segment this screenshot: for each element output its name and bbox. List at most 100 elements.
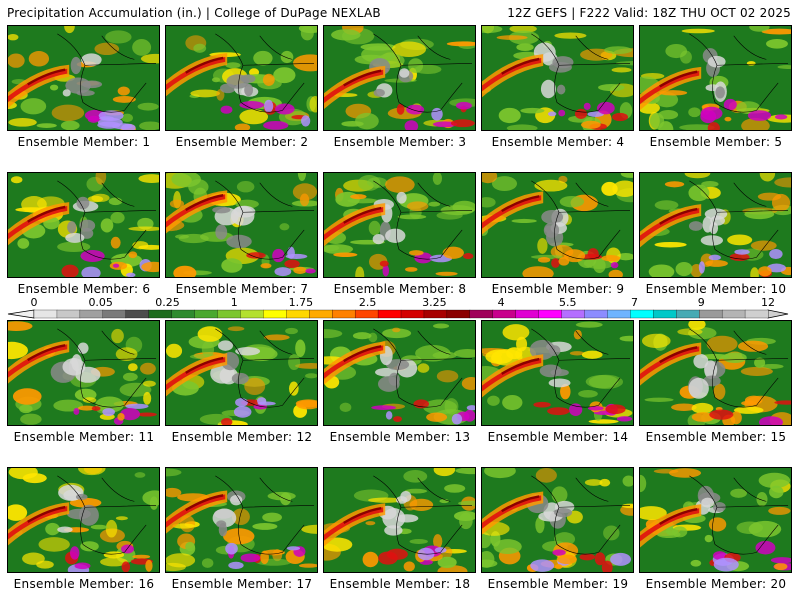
colorbar-tick-label: 0.25	[155, 296, 180, 309]
tropical-precip	[708, 254, 721, 261]
extreme-precip-core	[343, 506, 382, 524]
tropical-precip	[596, 101, 615, 115]
precip-blob	[409, 539, 428, 544]
ensemble-member-label: Ensemble Member: 12	[171, 430, 313, 444]
tropical-precip	[537, 256, 551, 263]
precip-blob	[769, 485, 784, 499]
precip-blob	[173, 265, 197, 277]
colorbar-swatch	[240, 309, 264, 319]
precip-blob	[262, 73, 275, 86]
precip-blob	[288, 354, 301, 371]
precip-blob	[137, 102, 159, 111]
map-boundaries	[689, 33, 789, 113]
colorbar-right-arrow	[767, 309, 789, 319]
precipitation-map	[324, 173, 475, 277]
precip-blob	[675, 261, 693, 277]
ensemble-member-label: Ensemble Member: 18	[329, 577, 471, 591]
precip-blob	[446, 41, 475, 47]
tropical-precip	[121, 561, 131, 572]
tropical-precip	[293, 266, 307, 274]
precip-blob	[347, 198, 378, 204]
precip-blob	[611, 67, 632, 73]
precip-blob	[748, 520, 782, 538]
map-boundaries	[689, 475, 789, 555]
dry-region	[81, 53, 102, 67]
precip-blob	[38, 537, 70, 552]
map-boundaries	[689, 180, 789, 260]
tropical-precip	[770, 557, 791, 564]
tropical-precip	[610, 261, 619, 269]
precip-blob	[236, 181, 255, 193]
tropical-precip	[530, 559, 555, 572]
colorbar-tick-label: 0	[31, 296, 38, 309]
tropical-precip	[463, 409, 475, 422]
map-boundaries	[373, 33, 473, 113]
extreme-precip-core	[343, 345, 382, 363]
precip-blob	[128, 226, 159, 231]
colorbar-left-arrow	[7, 309, 35, 319]
precip-blob	[530, 254, 563, 260]
precipitation-map	[482, 173, 633, 277]
precip-blob	[573, 329, 582, 340]
precip-blob	[437, 556, 457, 568]
extreme-precip-core	[501, 357, 540, 375]
precip-blob	[149, 496, 159, 510]
tropical-precip	[700, 106, 723, 121]
precip-blob	[409, 498, 434, 511]
tropical-precip	[713, 551, 727, 561]
tropical-precip	[121, 123, 136, 130]
precip-blob	[581, 350, 603, 359]
map-boundaries	[57, 475, 157, 555]
ensemble-member-label: Ensemble Member: 3	[333, 135, 467, 149]
dry-region	[693, 353, 709, 369]
precip-blob	[350, 194, 367, 200]
precip-blob	[166, 468, 182, 477]
precip-blob	[324, 329, 343, 339]
precip-blob	[537, 237, 548, 254]
precip-blob	[482, 532, 492, 549]
ensemble-member-label: Ensemble Member: 6	[17, 282, 151, 296]
dry-region	[688, 377, 709, 399]
map-boundaries	[531, 33, 631, 113]
heavy-precip-band	[324, 507, 384, 541]
ensemble-member-map	[165, 467, 318, 573]
precip-blob	[688, 107, 701, 118]
tropical-precip	[557, 554, 577, 565]
tropical-precip	[260, 550, 269, 565]
precip-blob	[649, 112, 665, 130]
colorbar-swatch	[699, 309, 723, 319]
precip-blob	[522, 266, 554, 277]
precip-blob	[453, 349, 475, 358]
ensemble-member-map	[481, 25, 634, 131]
precip-blob	[28, 51, 50, 67]
dry-region	[373, 88, 385, 97]
heavy-precip-band	[640, 346, 700, 380]
precip-blob	[681, 28, 715, 34]
precip-blob	[408, 58, 424, 73]
precip-blob	[704, 534, 713, 543]
precipitation-map	[8, 173, 159, 277]
ensemble-member-label: Ensemble Member: 15	[645, 430, 787, 444]
extreme-precip-core	[659, 346, 698, 364]
tropical-precip	[260, 263, 272, 269]
colorbar-swatch	[744, 309, 769, 319]
precipitation-map	[166, 173, 317, 277]
tropical-precip	[431, 107, 443, 121]
dry-region	[707, 55, 726, 68]
precip-blob	[750, 240, 777, 251]
extreme-precip-core	[27, 344, 66, 362]
precip-blob	[578, 389, 598, 398]
precip-blob	[750, 267, 759, 277]
tropical-precip	[775, 114, 788, 120]
precip-blob	[362, 551, 379, 568]
dry-region	[218, 340, 234, 351]
precip-blob	[10, 176, 23, 184]
tropical-precip	[275, 103, 295, 115]
precip-blob	[357, 174, 381, 191]
colorbar-tick-label: 1	[231, 296, 238, 309]
ensemble-member-label: Ensemble Member: 11	[13, 430, 155, 444]
precipitation-map	[324, 321, 475, 425]
colorbar-tick-label: 4	[498, 296, 505, 309]
precip-blob	[599, 478, 611, 487]
tropical-precip	[709, 409, 734, 420]
